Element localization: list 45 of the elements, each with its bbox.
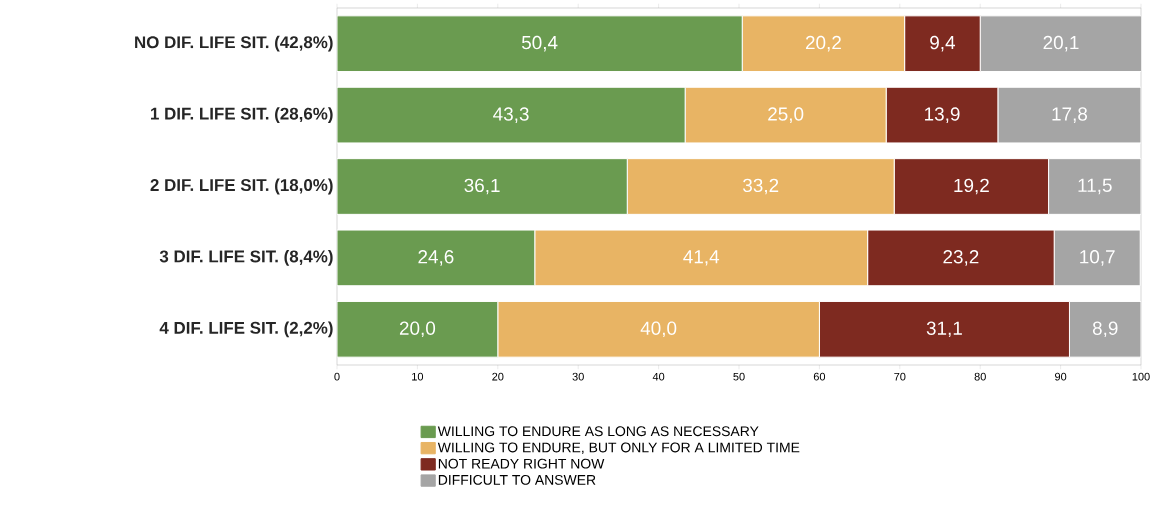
data-label: 10,7 <box>1080 250 1115 266</box>
data-label: 31,1 <box>926 321 962 338</box>
data-label: 17,8 <box>1052 107 1088 123</box>
data-label: 24,6 <box>418 250 454 266</box>
bar <box>337 86 686 144</box>
data-label: 8,9 <box>1092 321 1118 338</box>
data-label: 20,1 <box>1043 35 1079 52</box>
data-label: 11,5 <box>1078 178 1112 195</box>
x-tick-label: 0 <box>334 372 340 381</box>
x-tick-label: 100 <box>1132 372 1150 381</box>
data-label: 20,0 <box>399 321 436 338</box>
legend-label: WILLING TO ENDURE, BUT ONLY FOR A LIMITED TIME <box>437 442 800 455</box>
data-label: 13,9 <box>925 107 960 123</box>
legend-label: WILLING TO ENDURE AS LONG AS NECESSARY <box>437 426 759 437</box>
y-tick-label: 4 DIF. LIFE SIT. (2,2%) <box>159 321 333 338</box>
x-tick-label: 60 <box>813 372 826 381</box>
data-label: 36,1 <box>464 178 500 195</box>
x-tick-label: 70 <box>894 372 906 381</box>
bar <box>337 15 743 73</box>
data-label: 40,0 <box>640 321 677 338</box>
data-label: 33,2 <box>743 178 779 195</box>
data-label: 41,4 <box>683 250 720 266</box>
data-label: 43,3 <box>493 107 529 123</box>
data-label: 19,2 <box>954 178 989 195</box>
bar <box>337 158 628 215</box>
x-tick-label: 50 <box>733 372 745 381</box>
x-tick-label: 90 <box>1055 372 1067 381</box>
bar <box>337 229 536 287</box>
y-tick-label: 3 DIF. LIFE SIT. (8,4%) <box>159 250 333 266</box>
data-label: 50,4 <box>521 35 558 52</box>
bar <box>337 300 499 358</box>
x-tick-label: 30 <box>572 372 584 381</box>
x-tick-label: 80 <box>974 372 986 381</box>
x-tick-label: 40 <box>652 372 665 381</box>
y-tick-label: 1 DIF. LIFE SIT. (28,6%) <box>151 107 333 123</box>
x-tick-label: 20 <box>492 372 504 381</box>
data-label: 23,2 <box>943 250 979 266</box>
x-tick-label: 10 <box>412 372 424 381</box>
data-label: 20,2 <box>805 35 841 52</box>
data-label: 9,4 <box>930 35 956 52</box>
y-tick-label: 2 DIF. LIFE SIT. (18,0%) <box>150 178 333 195</box>
legend-label: NOT READY RIGHT NOW <box>438 458 605 469</box>
data-label: 25,0 <box>768 107 804 123</box>
y-tick-label: NO DIF. LIFE SIT. (42,8%) <box>135 35 333 52</box>
legend-label: DIFFICULT TO ANSWER <box>438 474 596 485</box>
